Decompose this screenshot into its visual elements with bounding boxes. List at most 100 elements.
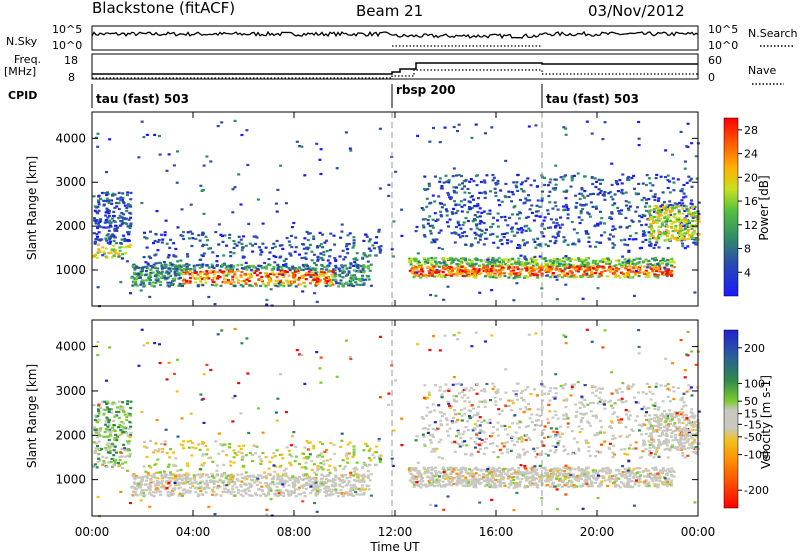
echo-cell (647, 218, 651, 221)
echo-cell (253, 492, 257, 495)
echo-cell (661, 220, 665, 223)
echo-cell (211, 474, 215, 478)
echo-cell (143, 440, 146, 444)
echo-cell (215, 255, 219, 258)
echo-cell (210, 493, 214, 496)
echo-cell (510, 227, 514, 230)
echo-cell (644, 183, 648, 187)
echo-cell (274, 282, 278, 285)
echo-cell (345, 281, 349, 284)
echo-cell (562, 190, 566, 193)
echo-cell (182, 481, 186, 484)
echo-cell (649, 223, 653, 226)
echo-cell (481, 263, 485, 266)
echo-cell (317, 275, 321, 278)
echo-cell (633, 187, 636, 190)
echo-cell (416, 262, 420, 265)
echo-cell (366, 476, 370, 479)
echo-cell (311, 267, 315, 270)
echo-cell (634, 232, 638, 235)
echo-cell (284, 262, 288, 265)
echo-cell (494, 276, 498, 279)
echo-cell (321, 258, 325, 261)
echo-cell (472, 180, 476, 183)
echo-cell (347, 481, 351, 484)
echo-cell (352, 276, 356, 279)
echo-cell (205, 264, 209, 267)
echo-cell (613, 271, 617, 274)
echo-cell (464, 259, 468, 262)
echo-cell (431, 267, 435, 270)
echo-cell (649, 217, 653, 220)
echo-cell (216, 271, 220, 274)
echo-cell (496, 225, 500, 228)
echo-cell (281, 271, 284, 274)
echo-cell (262, 492, 266, 495)
echo-cell (198, 476, 202, 479)
echo-cell (224, 476, 228, 480)
echo-cell (154, 442, 158, 445)
echo-cell (278, 465, 282, 469)
echo-cell (433, 212, 437, 215)
echo-cell (486, 212, 490, 215)
echo-cell (591, 259, 595, 262)
echo-cell (690, 232, 694, 235)
echo-cell (252, 475, 256, 479)
echo-cell (656, 263, 660, 266)
echo-cell (359, 489, 363, 492)
echo-cell (597, 178, 601, 181)
echo-cell (671, 230, 675, 233)
echo-cell (269, 482, 273, 485)
echo-cell (259, 458, 263, 461)
echo-cell (651, 221, 655, 225)
echo-cell (266, 275, 270, 278)
echo-cell (585, 120, 589, 123)
echo-cell (323, 487, 327, 490)
echo-cell (584, 203, 588, 206)
echo-cell (463, 198, 467, 201)
echo-cell (133, 267, 137, 270)
echo-cell (686, 245, 690, 248)
echo-cell (684, 219, 688, 222)
echo-cell (142, 256, 146, 259)
echo-cell (276, 285, 280, 288)
echo-cell (697, 220, 701, 223)
echo-cell (189, 486, 193, 489)
echo-cell (362, 253, 366, 256)
echo-cell (564, 283, 568, 286)
echo-cell (682, 196, 686, 199)
echo-cell (655, 241, 659, 244)
echo-cell (569, 485, 573, 488)
echo-cell (676, 178, 680, 181)
echo-cell (478, 291, 482, 294)
echo-cell (149, 478, 153, 481)
echo-cell (167, 285, 171, 288)
echo-cell (133, 478, 137, 481)
echo-cell (107, 201, 111, 204)
echo-cell (560, 479, 564, 482)
echo-cell (331, 488, 335, 491)
echo-cell (207, 247, 211, 250)
echo-cell (126, 205, 130, 208)
echo-cell (136, 476, 140, 479)
echo-cell (220, 270, 224, 273)
echo-cell (485, 264, 489, 267)
echo-cell (583, 270, 587, 273)
echo-cell (284, 472, 288, 475)
echo-cell (291, 491, 295, 494)
echo-cell (445, 214, 449, 217)
echo-cell (560, 276, 564, 279)
echo-cell (311, 481, 314, 484)
echo-cell (165, 452, 169, 455)
echo-cell (513, 234, 517, 237)
echo-cell (128, 413, 132, 416)
echo-cell (354, 276, 358, 279)
echo-cell (548, 266, 552, 269)
echo-cell (331, 283, 335, 286)
echo-cell (325, 239, 329, 242)
echo-cell (454, 212, 458, 215)
echo-cell (278, 482, 282, 485)
echo-cell (600, 480, 604, 483)
echo-cell (126, 225, 130, 228)
echo-cell (625, 272, 629, 275)
